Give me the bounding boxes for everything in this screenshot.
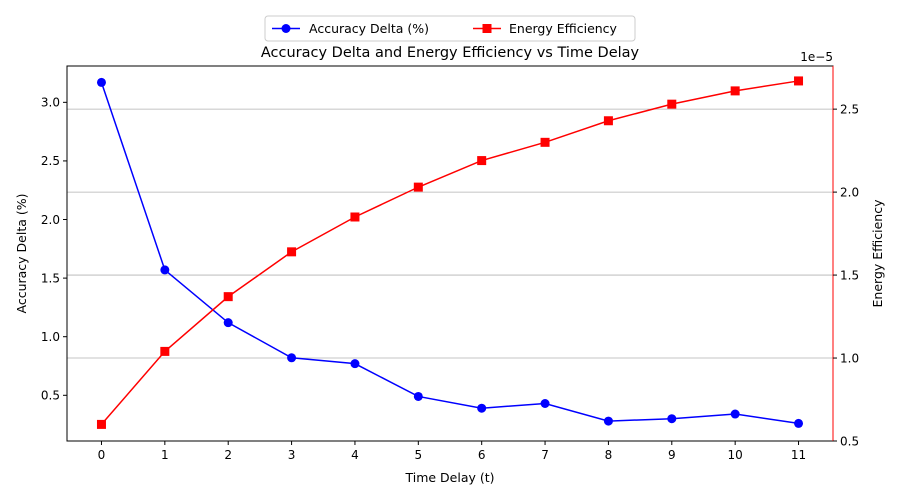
- x-tick-label-6: 6: [478, 448, 486, 462]
- left-tick-label-2: 1.5: [41, 271, 60, 285]
- legend: Accuracy Delta (%) Energy Efficiency: [264, 15, 636, 42]
- series-1-point-0: [96, 419, 106, 429]
- left-axis-title: Accuracy Delta (%): [14, 194, 29, 314]
- x-axis-title: Time Delay (t): [404, 470, 494, 485]
- right-tick-label-0: 0.5: [840, 434, 859, 448]
- x-tick-label-3: 3: [288, 448, 296, 462]
- x-tick-label-0: 0: [98, 448, 106, 462]
- legend-box: [264, 15, 636, 42]
- series-1-point-8: [603, 116, 613, 126]
- left-tick-label-0: 0.5: [41, 389, 60, 403]
- grid-layer: [67, 108, 833, 442]
- series-1-point-4: [350, 212, 360, 222]
- series-1-point-5: [413, 182, 423, 192]
- right-tick-label-1: 1.0: [840, 351, 859, 365]
- legend-accuracy-marker: [281, 24, 291, 33]
- x-tick-label-7: 7: [541, 448, 549, 462]
- right-tick-label-3: 2.0: [840, 185, 859, 199]
- legend-energy-label: Energy Efficiency: [509, 21, 618, 36]
- left-tick-label-4: 2.5: [41, 154, 60, 168]
- series-1-point-6: [477, 156, 487, 166]
- axes-layer: 0 1 2 3 4 5 6 7 8 9 10 11 0.5 1.0 1.5 2.0 2.5 3.0 0.5 1.0 1.…: [41, 96, 859, 462]
- right-tick-label-4: 2.5: [840, 102, 859, 116]
- x-tick-label-2: 2: [224, 448, 232, 462]
- x-tick-label-8: 8: [605, 448, 613, 462]
- series-line-1: [100, 80, 799, 425]
- series-1-point-10: [730, 86, 740, 96]
- series-1-point-1: [160, 346, 170, 356]
- x-tick-label-5: 5: [414, 448, 422, 462]
- series-0-point-6: [477, 403, 487, 413]
- series-1-point-7: [540, 137, 550, 147]
- series-0-point-7: [540, 399, 550, 408]
- series-0-point-1: [160, 265, 170, 275]
- x-tick-label-10: 10: [728, 448, 743, 462]
- left-tick-label-1: 1.0: [41, 330, 60, 344]
- series-line-0: [100, 82, 799, 425]
- series-layer: [96, 76, 804, 429]
- chart-title: Accuracy Delta and Energy Efficiency vs …: [261, 45, 640, 61]
- x-tick-label-4: 4: [351, 448, 359, 462]
- right-axis-title: Energy Efficiency: [870, 199, 885, 308]
- x-tick-label-1: 1: [161, 448, 169, 462]
- series-1-point-2: [223, 292, 233, 302]
- series-0-point-0: [96, 77, 106, 87]
- series-0-point-3: [287, 353, 297, 363]
- x-tick-label-9: 9: [668, 448, 676, 462]
- series-1-point-9: [667, 99, 677, 109]
- series-0-point-5: [413, 391, 423, 401]
- left-tick-label-5: 3.0: [41, 96, 60, 110]
- right-axis-offset-label: 1e−5: [800, 50, 833, 64]
- right-tick-label-2: 1.5: [840, 268, 859, 282]
- series-0-point-9: [667, 414, 677, 424]
- series-1-point-3: [287, 247, 297, 257]
- x-tick-label-11: 11: [791, 448, 806, 462]
- legend-accuracy-label: Accuracy Delta (%): [309, 21, 429, 36]
- series-1-point-11: [794, 76, 804, 86]
- plot-frame: [66, 65, 834, 442]
- series-0-point-10: [730, 409, 740, 419]
- legend-energy-marker: [482, 24, 492, 33]
- series-0-point-8: [603, 416, 613, 426]
- series-0-point-4: [350, 359, 360, 369]
- series-0-point-11: [794, 418, 804, 428]
- left-tick-label-3: 2.0: [41, 213, 60, 227]
- series-0-point-2: [223, 318, 233, 328]
